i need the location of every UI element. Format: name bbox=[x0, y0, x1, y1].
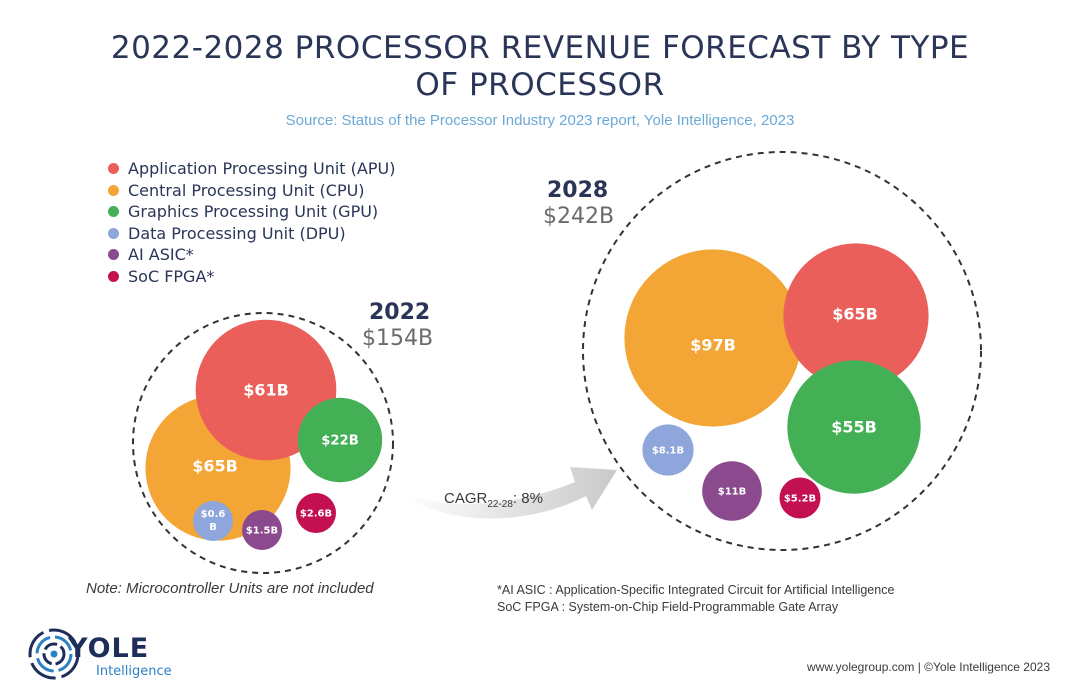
legend-item-ai-asic: AI ASIC* bbox=[108, 244, 395, 266]
cagr-prefix: CAGR bbox=[444, 490, 488, 507]
bubble-2028-gpu bbox=[787, 360, 921, 494]
group-outline-2022 bbox=[132, 312, 394, 574]
bubble-2028-soc-fpga bbox=[779, 477, 821, 519]
cagr-arrow bbox=[400, 467, 617, 519]
chart-source: Source: Status of the Processor Industry… bbox=[285, 112, 795, 129]
bubble-label-2028-ai-asic: $11B bbox=[718, 487, 747, 498]
group-outline-2028 bbox=[582, 151, 982, 551]
bubble-2022-soc-fpga bbox=[296, 493, 336, 533]
bubble-label-2022-gpu: $22B bbox=[321, 434, 359, 449]
legend-label-apu: Application Processing Unit (APU) bbox=[128, 159, 396, 179]
legend-item-gpu: Graphics Processing Unit (GPU) bbox=[108, 201, 395, 223]
legend-label-ai-asic: AI ASIC* bbox=[128, 245, 194, 265]
footer-credit: www.yolegroup.com | ©Yole Intelligence 2… bbox=[807, 660, 1050, 674]
legend-dot-soc-fpga bbox=[108, 270, 119, 282]
year-2022: 2022 bbox=[369, 300, 431, 325]
footnote-definitions: *AI ASIC : Application-Specific Integrat… bbox=[497, 582, 894, 616]
footnote-mcu: Note: Microcontroller Units are not incl… bbox=[86, 580, 374, 597]
chart-title: 2022-2028 PROCESSOR REVENUE FORECAST BY … bbox=[0, 30, 1080, 104]
legend-dot-gpu bbox=[108, 206, 119, 218]
logo-name: YOLE bbox=[68, 633, 150, 664]
footnote-soc-fpga: SoC FPGA : System-on-Chip Field-Programm… bbox=[497, 600, 839, 614]
bubble-label-2022-cpu: $65B bbox=[192, 457, 238, 476]
bubble-2028-dpu bbox=[642, 424, 694, 476]
bubble-2022-dpu bbox=[193, 501, 233, 541]
bubble-2022-ai-asic bbox=[242, 510, 282, 550]
legend-label-dpu: Data Processing Unit (DPU) bbox=[128, 223, 346, 243]
bubble-label-2022-ai-asic: $1.5B bbox=[246, 526, 278, 537]
legend-item-apu: Application Processing Unit (APU) bbox=[108, 158, 395, 180]
legend: Application Processing Unit (APU) Centra… bbox=[108, 158, 395, 287]
cagr-label: CAGR22-28: 8% bbox=[444, 490, 543, 510]
bubble-label-2028-soc-fpga: $5.2B bbox=[784, 494, 816, 505]
year-2028: 2028 bbox=[547, 178, 609, 203]
chart-title-line1: 2022-2028 PROCESSOR REVENUE FORECAST BY … bbox=[110, 30, 970, 66]
legend-dot-ai-asic bbox=[108, 249, 119, 261]
bubble-2028-cpu bbox=[624, 249, 802, 427]
bubble-label-2022-soc-fpga: $2.6B bbox=[300, 509, 332, 520]
bubble-2028-ai-asic bbox=[702, 461, 762, 521]
legend-label-cpu: Central Processing Unit (CPU) bbox=[128, 180, 365, 200]
chart-title-line2: OF PROCESSOR bbox=[415, 67, 665, 103]
legend-item-dpu: Data Processing Unit (DPU) bbox=[108, 223, 395, 245]
total-2022: $154B bbox=[362, 326, 434, 351]
legend-item-soc-fpga: SoC FPGA* bbox=[108, 266, 395, 288]
bubble-label-2028-dpu: $8.1B bbox=[652, 446, 684, 457]
yole-logo-icon bbox=[28, 628, 80, 680]
bubble-label-2028-cpu: $97B bbox=[690, 336, 736, 355]
logo-sub: Intelligence bbox=[96, 664, 172, 679]
cagr-suffix: : 8% bbox=[513, 490, 543, 507]
total-2028: $242B bbox=[543, 204, 615, 229]
legend-label-soc-fpga: SoC FPGA* bbox=[128, 266, 215, 286]
legend-dot-apu bbox=[108, 163, 119, 175]
footnote-ai-asic: *AI ASIC : Application-Specific Integrat… bbox=[497, 583, 895, 597]
cagr-sub: 22-28 bbox=[487, 499, 513, 510]
bubble-label-2028-apu: $65B bbox=[832, 305, 878, 324]
legend-dot-dpu bbox=[108, 227, 119, 239]
bubble-2028-apu bbox=[783, 243, 929, 389]
bubble-label-2028-gpu: $55B bbox=[831, 418, 877, 437]
bubble-label-2022-apu: $61B bbox=[243, 381, 289, 400]
legend-dot-cpu bbox=[108, 184, 119, 196]
bubble-2022-gpu bbox=[297, 397, 383, 483]
legend-label-gpu: Graphics Processing Unit (GPU) bbox=[128, 202, 379, 222]
legend-item-cpu: Central Processing Unit (CPU) bbox=[108, 180, 395, 202]
bubble-layer: $65B $61B $22B $2.6B $1.5B $0.6 B $97B $65B $55B $… bbox=[145, 243, 929, 550]
bubble-label-2022-dpu: $0.6 B bbox=[201, 509, 226, 533]
